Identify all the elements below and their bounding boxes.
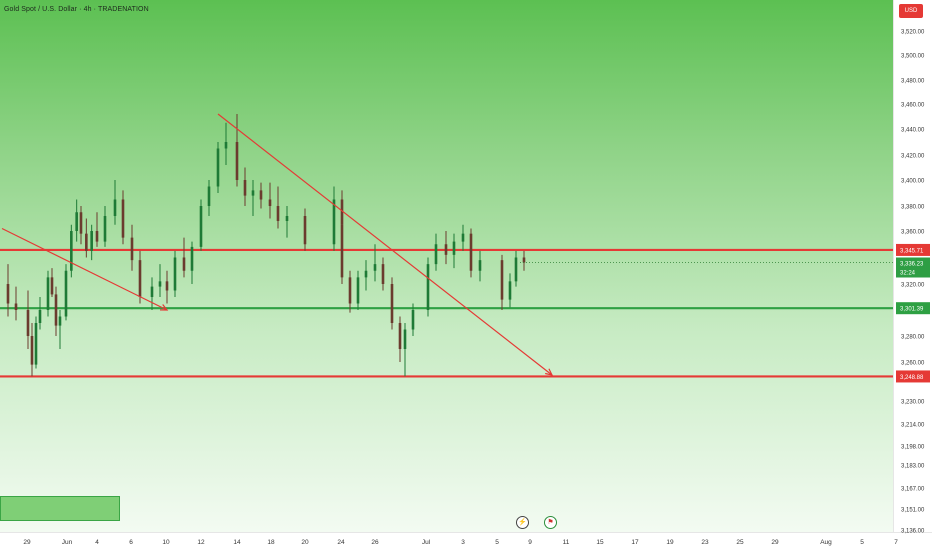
candle-body-11 <box>70 231 73 271</box>
candle-body-57 <box>469 233 473 271</box>
candle-body-50 <box>403 329 407 349</box>
candle-body-40 <box>332 199 336 245</box>
candle-body-26 <box>182 257 186 271</box>
candle-body-28 <box>199 206 203 247</box>
candle-body-59 <box>500 260 504 300</box>
candle-body-53 <box>434 244 438 265</box>
candle-body-6 <box>46 277 50 310</box>
candle-body-24 <box>165 281 169 291</box>
candle-body-9 <box>58 316 62 326</box>
candle-body-7 <box>50 277 54 295</box>
candle-body-42 <box>340 224 344 278</box>
candle-body-36 <box>268 199 272 206</box>
candle-body-15 <box>90 231 93 251</box>
candle-body-49 <box>398 323 402 349</box>
candle-body-39 <box>303 216 307 245</box>
candle-body-32 <box>235 142 239 180</box>
candle-body-2 <box>26 310 30 336</box>
chart-background <box>0 0 893 532</box>
candle-body-14 <box>85 233 88 251</box>
candle-body-61 <box>514 257 518 282</box>
candle-body-44 <box>356 277 360 304</box>
candle-body-8 <box>54 294 58 326</box>
candle-body-35 <box>259 190 263 200</box>
lightning-event-icon[interactable]: ⚡ <box>516 516 529 529</box>
candle-body-48 <box>390 284 394 323</box>
chart-title: Gold Spot / U.S. Dollar · 4h · TRADENATI… <box>4 6 149 13</box>
candle-body-52 <box>426 264 430 310</box>
candle-body-62 <box>522 257 526 263</box>
candle-body-30 <box>216 148 220 187</box>
candle-body-22 <box>150 286 154 297</box>
candle-body-56 <box>461 233 465 242</box>
candle-body-20 <box>130 237 134 261</box>
candle-body-10 <box>64 270 68 317</box>
time-axis[interactable] <box>0 532 932 550</box>
candle-body-18 <box>113 199 117 216</box>
candle-body-21 <box>138 260 142 297</box>
currency-badge[interactable]: USD <box>899 4 923 18</box>
candle-body-27 <box>190 246 194 271</box>
candle-body-43 <box>348 277 352 304</box>
candle-body-41 <box>340 199 344 225</box>
arrow-1 <box>1 227 168 311</box>
candle-body-29 <box>207 186 211 206</box>
candle-body-34 <box>251 190 255 196</box>
support-zone-box[interactable] <box>0 496 120 521</box>
candle-body-38 <box>285 216 289 221</box>
candle-body-51 <box>411 310 415 330</box>
candle-body-5 <box>38 310 42 323</box>
candle-body-31 <box>224 142 228 149</box>
candle-body-58 <box>478 260 482 271</box>
candle-body-23 <box>158 281 162 287</box>
candle-body-19 <box>121 199 125 238</box>
price-axis[interactable] <box>893 0 932 532</box>
candle-body-45 <box>364 270 368 278</box>
trendline-head-0 <box>545 368 554 376</box>
candle-body-55 <box>452 241 456 255</box>
candle-body-54 <box>444 244 448 255</box>
candle-body-4 <box>34 323 38 365</box>
arrow-head-1 <box>159 304 169 311</box>
candle-body-25 <box>173 257 177 291</box>
candle-body-33 <box>243 180 247 196</box>
candle-body-12 <box>75 212 78 231</box>
candle-body-3 <box>30 336 34 365</box>
trendline-0 <box>217 113 553 376</box>
candle-body-37 <box>276 206 280 221</box>
candle-body-17 <box>103 216 107 242</box>
candle-body-46 <box>373 264 377 271</box>
candle-body-1 <box>14 303 18 310</box>
candle-body-0 <box>6 284 10 304</box>
candle-body-13 <box>79 212 83 234</box>
candle-body-16 <box>95 231 99 242</box>
candle-body-47 <box>381 264 385 284</box>
candle-body-60 <box>508 281 512 300</box>
flag-event-icon[interactable]: ⚑ <box>544 516 557 529</box>
